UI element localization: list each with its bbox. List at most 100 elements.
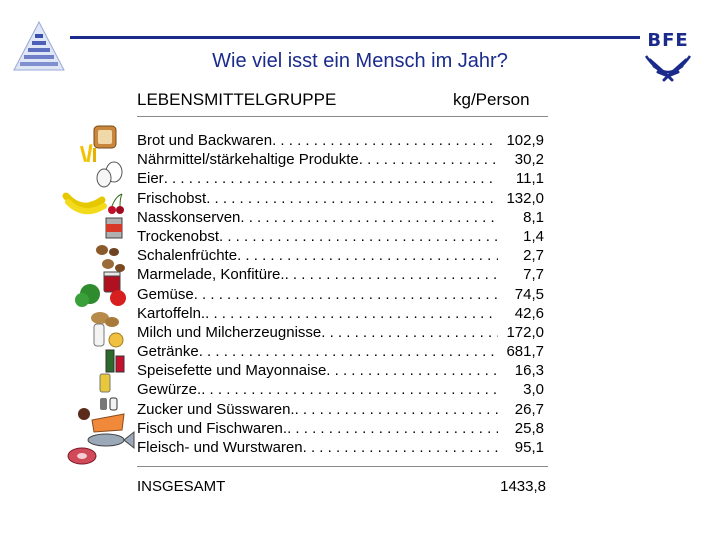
leader-dots-fill: . . . . . . . . . . . . . . . . . . . . … (287, 419, 498, 437)
row-label: Schalenfrüchte (137, 247, 238, 265)
row-value: 102,9 (502, 131, 544, 150)
column-header-group: LEBENSMITTELGRUPPE (137, 90, 337, 109)
cherry-icon (108, 193, 124, 214)
leader-dots: Trockenobst . . . . . . . . . . . . . . … (137, 227, 498, 246)
leader-dots-fill: . . . . . . . . . . . . . . . . . . . . … (321, 323, 498, 341)
total-value: 1433,8 (500, 478, 546, 495)
jam-jar-icon (103, 271, 121, 293)
table-row: Gemüse . . . . . . . . . . . . . . . . .… (137, 284, 548, 304)
table-row: Nährmittel/stärkehaltige Produkte . . . … (137, 150, 548, 170)
row-value: 2,7 (519, 246, 544, 266)
row-value: 3,0 (519, 380, 544, 400)
food-table: Brot und Backwaren . . . . . . . . . . .… (137, 131, 548, 457)
row-value: 42,6 (510, 303, 544, 323)
leader-dots: Nasskonserven . . . . . . . . . . . . . … (137, 208, 498, 227)
leader-dots: Eier . . . . . . . . . . . . . . . . . .… (137, 169, 498, 188)
bfe-logo-text: BFE (647, 30, 689, 51)
row-label: Nasskonserven (137, 208, 241, 226)
milk-bottle-icon (93, 323, 124, 348)
row-value: 16,3 (510, 361, 544, 381)
bfe-logo: BFE (640, 30, 696, 84)
vegetable-icon (75, 284, 126, 307)
row-label: Zucker und Süsswaren. (137, 400, 295, 418)
leader-dots-fill: . . . . . . . . . . . . . . . . . . . . … (205, 304, 498, 322)
table-rule-top (137, 116, 548, 117)
triangle-logo (10, 18, 68, 82)
sunburst-logo-icon (644, 55, 692, 82)
page-title: Wie viel isst ein Mensch im Jahr? (212, 50, 508, 72)
row-label: Frischobst (137, 189, 207, 207)
row-value: 132,0 (502, 188, 544, 208)
leader-dots: Gewürze. . . . . . . . . . . . . . . . .… (137, 380, 498, 399)
table-row: Frischobst . . . . . . . . . . . . . . .… (137, 188, 548, 208)
drink-icon (105, 349, 125, 373)
leader-dots: Schalenfrüchte . . . . . . . . . . . . .… (137, 246, 498, 265)
spice-shaker-icon (100, 397, 118, 411)
leader-dots: Zucker und Süsswaren. . . . . . . . . . … (137, 400, 498, 419)
table-row: Schalenfrüchte . . . . . . . . . . . . .… (137, 246, 548, 266)
table-row: Eier . . . . . . . . . . . . . . . . . .… (137, 169, 548, 189)
leader-dots: Marmelade, Konfitüre. . . . . . . . . . … (137, 265, 498, 284)
column-header-unit: kg/Person (453, 90, 530, 109)
leader-dots: Fleisch- und Wurstwaren . . . . . . . . … (137, 438, 498, 457)
banana-icon (62, 192, 107, 215)
row-label: Brot und Backwaren (137, 132, 273, 149)
row-label: Getränke (137, 343, 199, 361)
row-label: Gewürze. (137, 381, 202, 399)
row-label: Milch und Milcherzeugnisse (137, 323, 322, 341)
row-value: 7,7 (519, 265, 544, 285)
fish-icon (87, 430, 135, 450)
food-illustrations (62, 125, 135, 465)
leader-dots-fill: . . . . . . . . . . . . . . . . . . . . … (198, 343, 498, 361)
row-label: Speisefette und Mayonnaise (137, 362, 327, 380)
table-row: Gewürze. . . . . . . . . . . . . . . . .… (137, 380, 548, 400)
row-value: 8,1 (519, 207, 544, 227)
leader-dots-fill: . . . . . . . . . . . . . . . . . . . . … (163, 170, 498, 188)
leader-dots-fill: . . . . . . . . . . . . . . . . . . . . … (302, 439, 498, 456)
row-label: Kartoffeln. (137, 304, 206, 322)
row-value: 681,7 (502, 342, 544, 362)
table-row: Kartoffeln. . . . . . . . . . . . . . . … (137, 303, 548, 323)
row-value: 26,7 (510, 399, 544, 419)
leader-dots-fill: . . . . . . . . . . . . . . . . . . . . … (284, 266, 498, 284)
row-label: Marmelade, Konfitüre. (137, 266, 285, 284)
potato-icon (91, 312, 119, 327)
table-row: Marmelade, Konfitüre. . . . . . . . . . … (137, 265, 548, 285)
table-row: Fisch und Fischwaren. . . . . . . . . . … (137, 418, 548, 438)
bread-icon (93, 125, 117, 149)
leader-dots-fill: . . . . . . . . . . . . . . . . . . . . … (326, 362, 498, 380)
header-rule (70, 36, 640, 39)
leader-dots: Nährmittel/stärkehaltige Produkte . . . … (137, 150, 498, 169)
total-label: INSGESAMT (137, 478, 226, 495)
table-rule-bottom (137, 466, 548, 467)
leader-dots: Speisefette und Mayonnaise . . . . . . .… (137, 361, 498, 380)
leader-dots-fill: . . . . . . . . . . . . . . . . . . . . … (294, 400, 498, 418)
row-value: 74,5 (510, 284, 544, 304)
table-row: Brot und Backwaren . . . . . . . . . . .… (137, 131, 548, 150)
meat-icon (67, 447, 97, 465)
leader-dots: Brot und Backwaren . . . . . . . . . . .… (137, 131, 498, 150)
leader-dots: Frischobst . . . . . . . . . . . . . . .… (137, 189, 498, 208)
leader-dots: Kartoffeln. . . . . . . . . . . . . . . … (137, 304, 498, 323)
egg-icon (96, 161, 123, 188)
row-label: Trockenobst (137, 227, 219, 245)
leader-dots-fill: . . . . . . . . . . . . . . . . . . . . … (193, 285, 498, 303)
table-row: Trockenobst . . . . . . . . . . . . . . … (137, 226, 548, 246)
row-value: 11,1 (511, 169, 544, 189)
leader-dots-fill: . . . . . . . . . . . . . . . . . . . . … (272, 132, 498, 149)
oil-bottle-icon (99, 373, 111, 393)
leader-dots: Milch und Milcherzeugnisse . . . . . . .… (137, 323, 498, 342)
row-label: Eier (137, 170, 164, 188)
leader-dots: Gemüse . . . . . . . . . . . . . . . . .… (137, 285, 498, 304)
fries-icon (79, 143, 96, 163)
table-row: Getränke . . . . . . . . . . . . . . . .… (137, 342, 548, 362)
leader-dots-fill: . . . . . . . . . . . . . . . . . . . . … (206, 189, 498, 207)
leader-dots: Fisch und Fischwaren. . . . . . . . . . … (137, 419, 498, 438)
row-label: Fisch und Fischwaren. (137, 419, 288, 437)
table-row: Milch und Milcherzeugnisse . . . . . . .… (137, 322, 548, 342)
row-label: Gemüse (137, 285, 194, 303)
row-value: 172,0 (502, 322, 544, 342)
row-label: Fleisch- und Wurstwaren (137, 439, 303, 456)
leader-dots: Getränke . . . . . . . . . . . . . . . .… (137, 342, 498, 361)
table-row: Nasskonserven . . . . . . . . . . . . . … (137, 207, 548, 227)
